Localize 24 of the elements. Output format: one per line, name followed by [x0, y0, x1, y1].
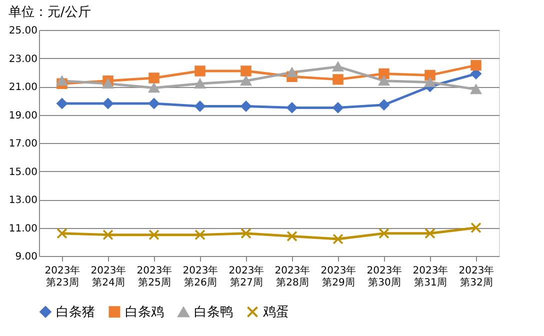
x-tick-label: 2023年第24周	[90, 264, 126, 288]
y-tick-label: 17.00	[8, 138, 38, 150]
y-tick-label: 23.00	[8, 54, 38, 65]
x-tick-label: 2023年第29周	[320, 264, 356, 288]
y-tick-label: 21.00	[8, 82, 38, 93]
legend-label: 白条猪	[56, 304, 95, 320]
x-tick-label: 2023年第30周	[366, 264, 402, 288]
legend-label: 白条鸭	[194, 305, 233, 320]
x-tick-label: 2023年第23周	[44, 264, 80, 288]
x-tick-label: 2023年第26周	[182, 264, 218, 288]
x-tick-label: 2023年第32周	[458, 264, 494, 288]
x-tick-label: 2023年第31周	[412, 264, 448, 288]
y-tick-label: 19.00	[8, 110, 38, 122]
y-tick-label: 11.00	[8, 223, 38, 234]
x-tick-label: 2023年第28周	[274, 264, 310, 288]
y-tick-label: 9.00	[15, 252, 38, 262]
legend-label: 白条鸡	[125, 304, 164, 320]
y-tick-label: 15.00	[8, 166, 38, 178]
legend-label: 鸡蛋	[262, 304, 289, 320]
x-tick-label: 2023年第25周	[136, 264, 172, 288]
y-tick-label: 25.00	[8, 26, 38, 36]
y-tick-label: 13.00	[8, 195, 38, 206]
x-tick-label: 2023年第27周	[228, 264, 264, 288]
chart-title: 单位：元/公斤	[8, 5, 91, 20]
